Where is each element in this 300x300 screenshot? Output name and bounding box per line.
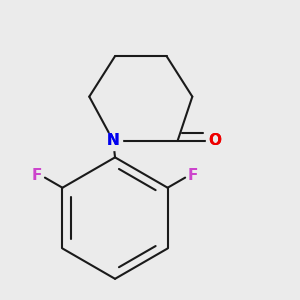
Text: N: N <box>107 133 120 148</box>
Text: O: O <box>208 133 222 148</box>
Text: N: N <box>107 133 120 148</box>
Text: F: F <box>188 168 198 183</box>
Text: O: O <box>208 133 222 148</box>
Text: F: F <box>32 168 42 183</box>
